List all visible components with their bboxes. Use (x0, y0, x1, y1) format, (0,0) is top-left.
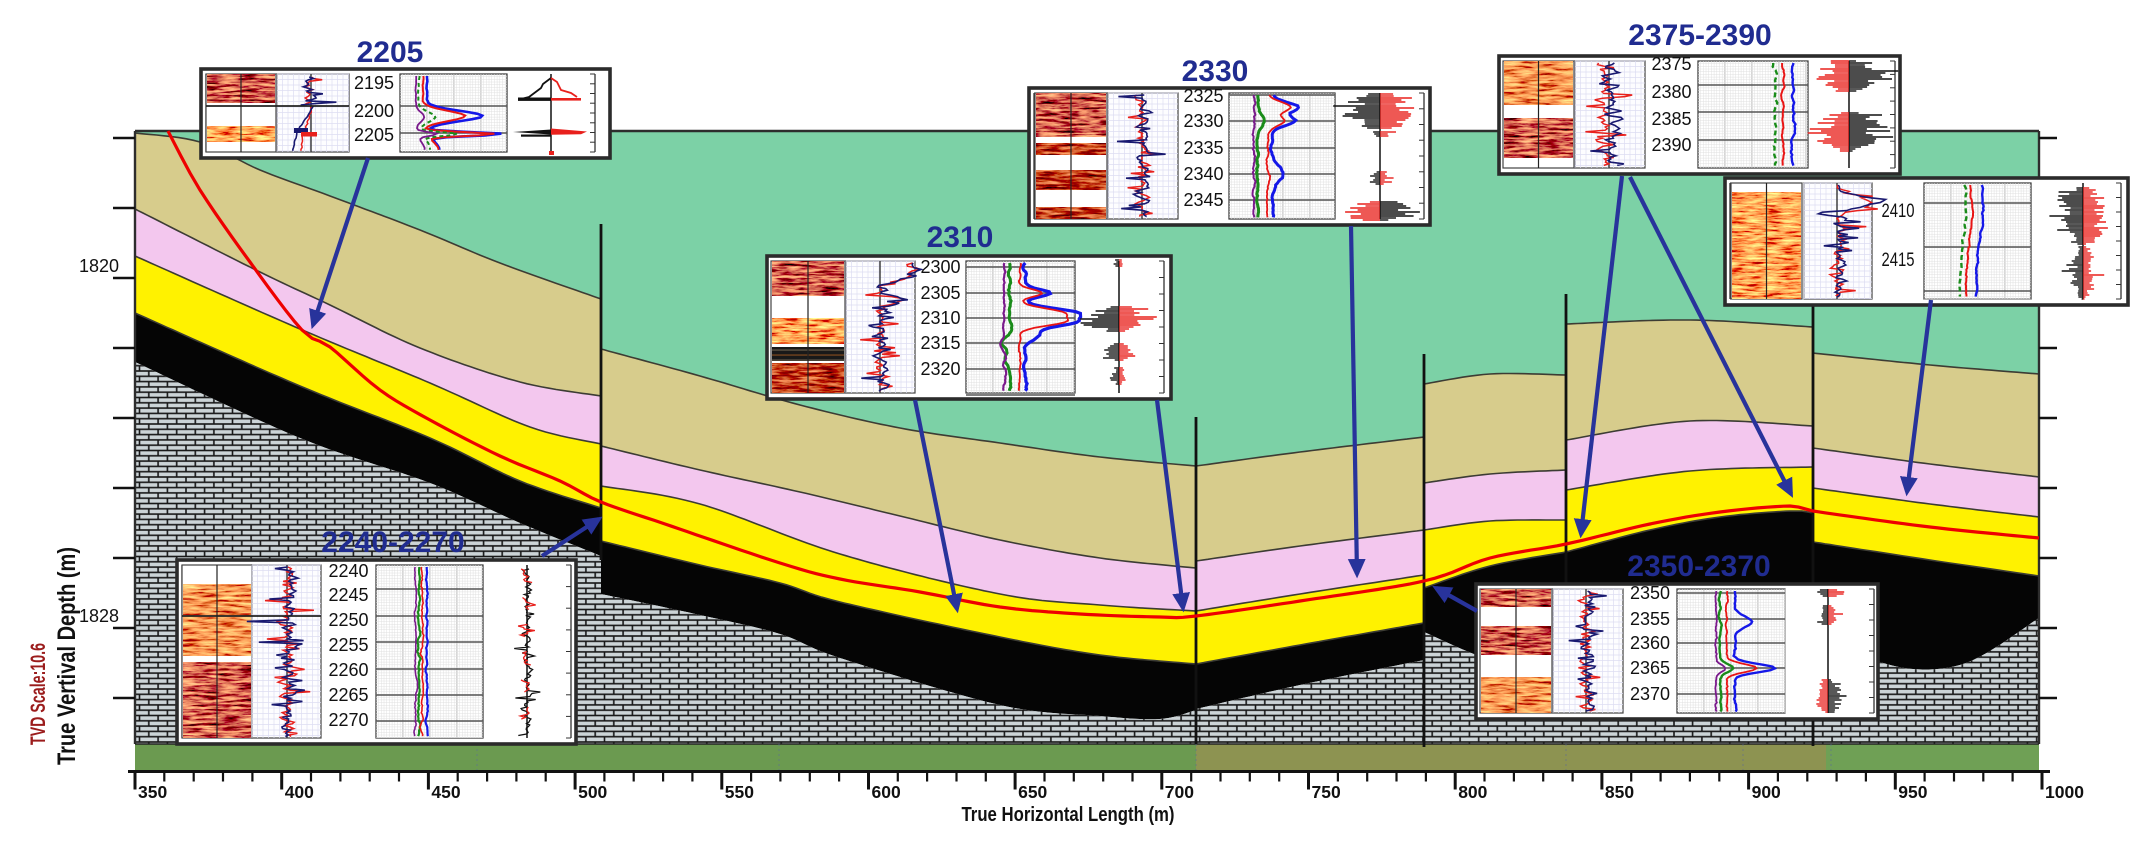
svg-text:2315: 2315 (920, 333, 960, 353)
svg-text:350: 350 (138, 782, 167, 802)
svg-text:1828: 1828 (79, 606, 119, 626)
svg-text:2310: 2310 (920, 308, 960, 328)
svg-text:1000: 1000 (2045, 782, 2084, 802)
svg-text:550: 550 (725, 782, 754, 802)
svg-text:700: 700 (1165, 782, 1194, 802)
svg-text:2255: 2255 (328, 635, 368, 655)
svg-text:650: 650 (1018, 782, 1047, 802)
svg-text:2375: 2375 (1651, 54, 1691, 74)
svg-text:600: 600 (872, 782, 901, 802)
svg-text:True Horizontal Length (m): True Horizontal Length (m) (962, 803, 1175, 826)
svg-text:2240: 2240 (328, 561, 368, 581)
svg-text:2390: 2390 (1651, 135, 1691, 155)
svg-text:2205: 2205 (357, 36, 424, 69)
svg-text:2375-2390: 2375-2390 (1628, 19, 1771, 52)
svg-text:2310: 2310 (927, 221, 994, 254)
svg-text:2300: 2300 (920, 257, 960, 277)
svg-text:1820: 1820 (79, 256, 119, 276)
svg-text:2370: 2370 (1630, 684, 1670, 704)
svg-text:2260: 2260 (328, 660, 368, 680)
svg-text:2265: 2265 (328, 685, 368, 705)
svg-text:2410: 2410 (1882, 201, 1915, 222)
svg-text:2335: 2335 (1183, 138, 1223, 158)
svg-text:2355: 2355 (1630, 609, 1670, 629)
svg-text:2240-2270: 2240-2270 (321, 526, 464, 559)
svg-text:2340: 2340 (1183, 164, 1223, 184)
svg-text:900: 900 (1752, 782, 1781, 802)
svg-text:450: 450 (431, 782, 460, 802)
svg-text:500: 500 (578, 782, 607, 802)
svg-text:TVD Scale:10.6: TVD Scale:10.6 (27, 643, 50, 745)
svg-text:2415: 2415 (1882, 250, 1915, 271)
svg-text:2360: 2360 (1630, 633, 1670, 653)
svg-text:2350-2370: 2350-2370 (1627, 550, 1770, 583)
svg-text:950: 950 (1898, 782, 1927, 802)
svg-text:2320: 2320 (920, 359, 960, 379)
svg-text:2305: 2305 (920, 283, 960, 303)
svg-text:400: 400 (285, 782, 314, 802)
svg-text:750: 750 (1312, 782, 1341, 802)
svg-text:2245: 2245 (328, 585, 368, 605)
svg-text:2270: 2270 (328, 710, 368, 730)
svg-text:2205: 2205 (354, 125, 394, 145)
svg-text:2330: 2330 (1183, 111, 1223, 131)
svg-text:2325: 2325 (1183, 86, 1223, 106)
svg-text:2330: 2330 (1182, 55, 1249, 88)
svg-text:True Vertival Depth (m): True Vertival Depth (m) (53, 547, 81, 765)
svg-text:2380: 2380 (1651, 82, 1691, 102)
svg-text:850: 850 (1605, 782, 1634, 802)
svg-text:2385: 2385 (1651, 109, 1691, 129)
svg-text:2365: 2365 (1630, 658, 1670, 678)
svg-text:2345: 2345 (1183, 190, 1223, 210)
svg-text:2200: 2200 (354, 101, 394, 121)
svg-text:2350: 2350 (1630, 583, 1670, 603)
svg-text:2250: 2250 (328, 610, 368, 630)
svg-text:800: 800 (1458, 782, 1487, 802)
svg-text:2195: 2195 (354, 73, 394, 93)
